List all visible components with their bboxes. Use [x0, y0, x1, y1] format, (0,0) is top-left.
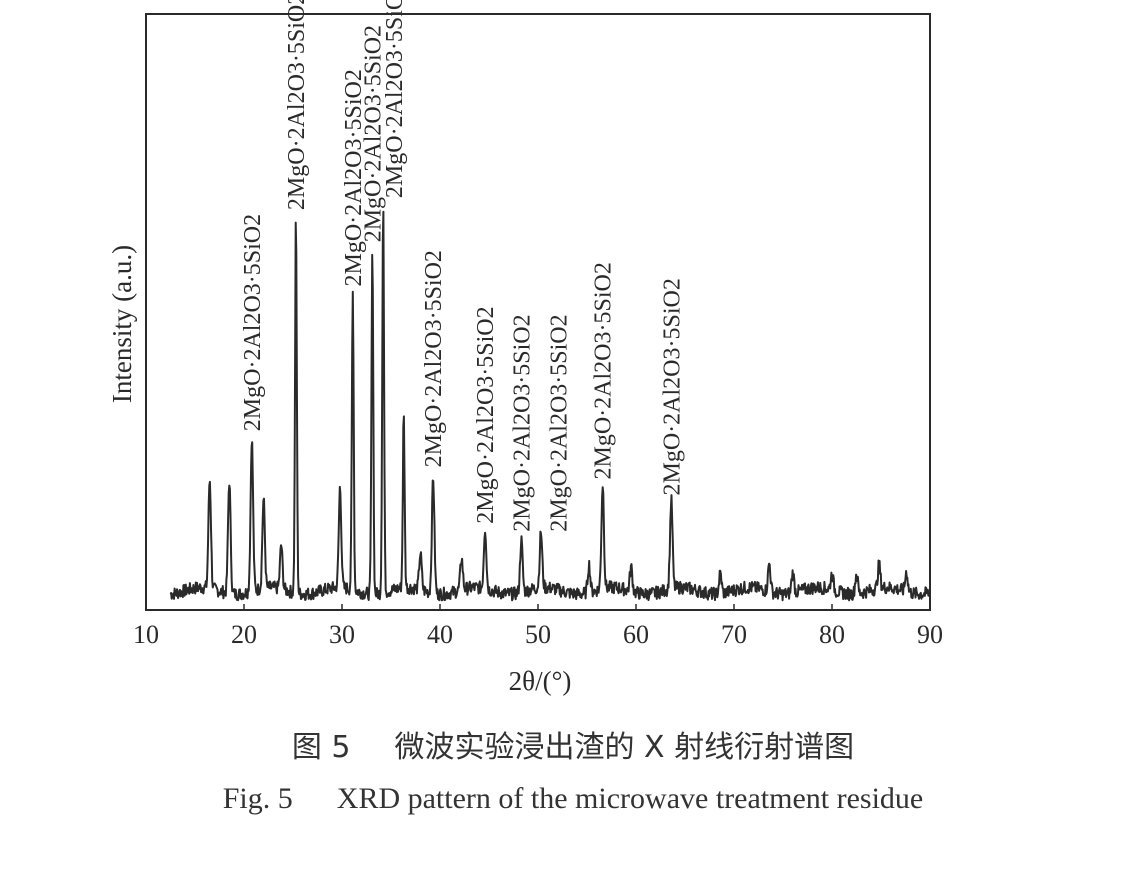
x-axis-label: 2θ/(°): [509, 666, 572, 696]
x-axis-ticks: 10 20 30 40 50 60 70 80 90: [133, 604, 943, 649]
x-tick-label: 80: [819, 620, 845, 649]
x-tick-label: 70: [721, 620, 747, 649]
peak-annotation: 2MgO·2Al2O3·5SiO2: [382, 0, 408, 198]
peak-annotation: 2MgO·2Al2O3·5SiO2: [284, 0, 310, 210]
y-axis-label: Intensity (a.u.): [107, 245, 137, 403]
peak-annotation: 2MgO·2Al2O3·5SiO2: [509, 314, 535, 531]
peak-annotation: 2MgO·2Al2O3·5SiO2: [659, 278, 685, 495]
x-tick-label: 50: [525, 620, 551, 649]
peak-annotation: 2MgO·2Al2O3·5SiO2: [341, 69, 367, 286]
peak-annotation: 2MgO·2Al2O3·5SiO2: [421, 250, 447, 467]
caption-cn-text: 微波实验浸出渣的 X 射线衍射谱图: [394, 730, 855, 765]
peak-annotation: 2MgO·2Al2O3·5SiO2: [473, 306, 499, 523]
x-tick-label: 30: [329, 620, 355, 649]
peak-annotation: 2MgO·2Al2O3·5SiO2: [547, 314, 573, 531]
x-tick-label: 20: [231, 620, 257, 649]
peak-annotation: 2MgO·2Al2O3·5SiO2: [240, 214, 266, 431]
x-tick-label: 60: [623, 620, 649, 649]
figure-caption-chinese: 图 5 微波实验浸出渣的 X 射线衍射谱图: [0, 722, 1146, 766]
peak-annotation: 2MgO·2Al2O3·5SiO2: [360, 25, 386, 242]
xrd-chart: 10 20 30 40 50 60 70 80 90 2MgO·2Al2O3·5SiO22MgO…: [107, 0, 943, 696]
caption-cn-label: 图 5: [291, 730, 351, 765]
peak-annotation: 2MgO·2Al2O3·5SiO2: [591, 262, 617, 479]
xrd-trace: [169, 210, 931, 602]
x-tick-label: 90: [917, 620, 943, 649]
x-tick-label: 40: [427, 620, 453, 649]
x-tick-label: 10: [133, 620, 159, 649]
caption-en-text: XRD pattern of the microwave treatment r…: [336, 782, 924, 815]
figure-caption-english: Fig. 5 XRD pattern of the microwave treat…: [0, 782, 1146, 816]
caption-en-label: Fig. 5: [222, 782, 293, 815]
